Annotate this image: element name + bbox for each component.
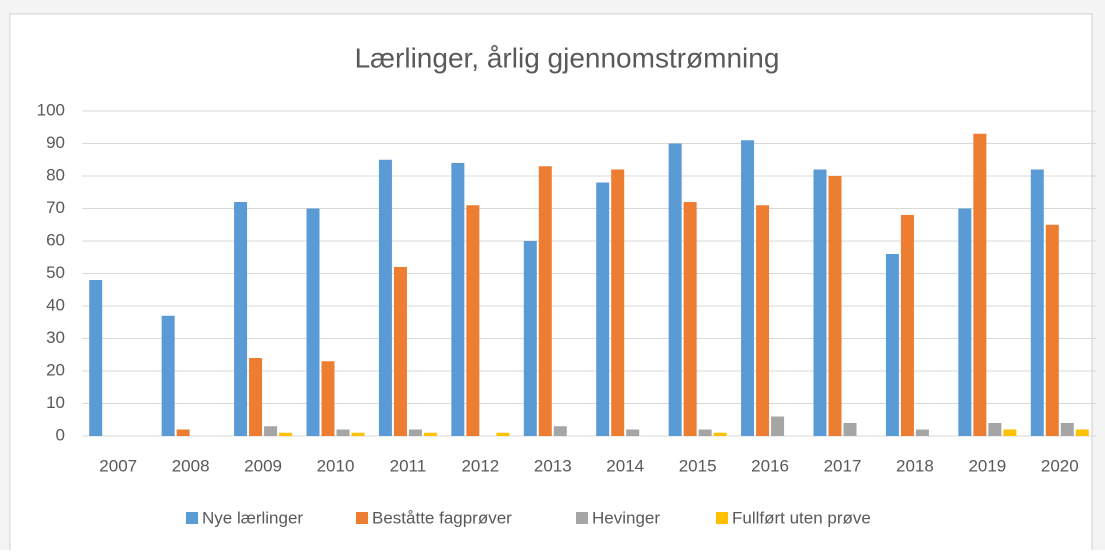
bar <box>336 429 350 436</box>
bar <box>161 315 175 436</box>
bar <box>885 254 899 436</box>
bar <box>466 205 480 436</box>
y-tick-label: 10 <box>46 393 65 412</box>
bar <box>393 267 407 436</box>
chart-title: Lærlinger, årlig gjennomstrømning <box>355 42 780 73</box>
x-tick-label: 2012 <box>461 456 499 475</box>
x-tick-label: 2010 <box>317 456 355 475</box>
bar <box>596 182 610 436</box>
bar <box>264 426 278 436</box>
legend-label: Beståtte fagprøver <box>372 508 512 527</box>
y-tick-label: 20 <box>46 360 65 379</box>
y-tick-label: 100 <box>37 100 65 119</box>
bar <box>378 159 392 436</box>
bar <box>538 166 552 436</box>
bar <box>89 280 103 436</box>
x-tick-label: 2015 <box>679 456 717 475</box>
legend-swatch <box>356 512 368 524</box>
x-tick-label: 2018 <box>896 456 934 475</box>
bar <box>176 429 190 436</box>
legend-swatch <box>576 512 588 524</box>
bar <box>843 423 857 436</box>
x-tick-label: 2016 <box>751 456 789 475</box>
y-tick-label: 50 <box>46 263 65 282</box>
bar <box>249 358 263 436</box>
bar <box>1045 224 1059 436</box>
bar <box>698 429 712 436</box>
bar <box>1075 429 1089 436</box>
x-tick-label: 2019 <box>968 456 1006 475</box>
bar <box>756 205 770 436</box>
bar <box>973 133 987 436</box>
bar <box>668 143 682 436</box>
y-tick-label: 60 <box>46 230 65 249</box>
bar <box>915 429 929 436</box>
y-tick-label: 40 <box>46 295 65 314</box>
bar <box>234 202 248 436</box>
bar <box>553 426 567 436</box>
bar <box>900 215 914 436</box>
legend-label: Hevinger <box>592 508 660 527</box>
bar <box>451 163 465 436</box>
bar <box>611 169 625 436</box>
legend-label: Fullført uten prøve <box>732 508 871 527</box>
bar <box>496 432 510 436</box>
x-tick-label: 2007 <box>99 456 137 475</box>
x-tick-label: 2009 <box>244 456 282 475</box>
bar <box>813 169 827 436</box>
bar <box>988 423 1002 436</box>
bar <box>828 176 842 436</box>
bar <box>279 432 293 436</box>
y-tick-label: 0 <box>56 425 65 444</box>
bar <box>1003 429 1017 436</box>
y-tick-label: 80 <box>46 165 65 184</box>
y-tick-label: 90 <box>46 133 65 152</box>
bar <box>423 432 437 436</box>
bar <box>626 429 640 436</box>
bar <box>1060 423 1074 436</box>
legend-swatch <box>186 512 198 524</box>
y-tick-label: 70 <box>46 198 65 217</box>
bar <box>713 432 727 436</box>
bar <box>683 202 697 436</box>
bar <box>771 416 785 436</box>
bar <box>958 208 972 436</box>
bar <box>321 361 335 436</box>
legend-swatch <box>716 512 728 524</box>
x-tick-label: 2008 <box>172 456 210 475</box>
bar <box>1030 169 1044 436</box>
x-tick-label: 2014 <box>606 456 644 475</box>
bar <box>741 140 755 436</box>
x-tick-label: 2020 <box>1041 456 1079 475</box>
x-tick-label: 2013 <box>534 456 572 475</box>
legend-label: Nye lærlinger <box>202 508 303 527</box>
bar <box>408 429 422 436</box>
x-tick-label: 2011 <box>390 456 427 475</box>
bar <box>306 208 320 436</box>
y-tick-label: 30 <box>46 328 65 347</box>
bar <box>351 432 365 436</box>
bar <box>523 241 537 436</box>
x-tick-label: 2017 <box>824 456 862 475</box>
